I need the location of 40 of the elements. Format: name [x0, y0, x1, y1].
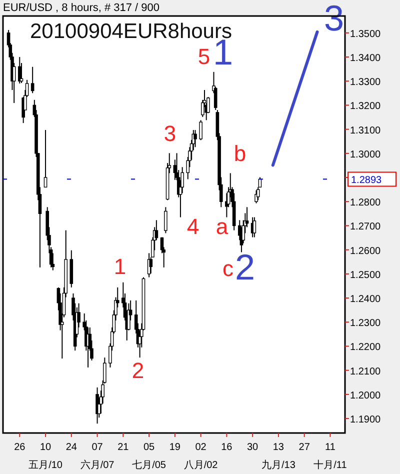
annotation: 1: [114, 254, 126, 279]
x-tick-label: 13 九月/13: [261, 442, 296, 471]
y-tick-label: 1.3200: [350, 101, 382, 112]
x-tick-label: 07 六月/07: [80, 442, 115, 471]
x-tick-label: 27: [298, 442, 310, 453]
y-tick-label: 1.3100: [350, 125, 382, 136]
annotation: 4: [186, 214, 200, 239]
annotation: 5: [198, 44, 210, 69]
annotation: 2: [234, 246, 256, 288]
y-tick-label: 1.2500: [350, 270, 382, 281]
x-tick-label: 16: [221, 442, 233, 453]
annotation: a: [216, 214, 229, 239]
y-tick-label: 1.2800: [350, 198, 382, 209]
y-tick-label: 1.3400: [350, 52, 382, 64]
y-tick-label: 1.2400: [350, 294, 382, 306]
x-tick-label: 02 八月/02: [184, 442, 218, 471]
x-tick-label: 30: [247, 442, 259, 453]
annotation: b: [234, 140, 246, 166]
x-tick-label: 26: [14, 442, 26, 453]
y-tick-label: 1.1900: [350, 414, 382, 426]
y-tick-label: 1.2300: [350, 318, 382, 330]
y-tick-label: 1.2600: [350, 246, 382, 257]
annotation: 3: [164, 120, 176, 146]
annotation: c: [222, 256, 234, 281]
y-tick-label: 1.2200: [350, 342, 382, 354]
ref-line-label: 1.2893: [351, 175, 382, 186]
y-tick-label: 1.2000: [350, 390, 382, 402]
chart-subtitle: EUR/USD , 8 hours, # 317 / 900: [3, 2, 160, 14]
x-tick-label: 05 七月/05: [132, 442, 166, 471]
y-tick-label: 1.3500: [350, 28, 382, 40]
x-tick-label: 10 五月/10: [28, 442, 63, 471]
x-tick-label: 21: [118, 442, 130, 453]
x-tick-label: 19: [169, 442, 181, 453]
y-tick-label: 1.2700: [350, 222, 382, 233]
y-tick-label: 1.3300: [350, 77, 382, 88]
y-tick-label: 1.2100: [350, 366, 382, 378]
y-tick-label: 1.3000: [350, 149, 382, 160]
x-tick-label: 24: [66, 442, 78, 453]
annotation: 2: [132, 358, 144, 383]
x-tick-label: 11 十月/11: [314, 442, 348, 471]
